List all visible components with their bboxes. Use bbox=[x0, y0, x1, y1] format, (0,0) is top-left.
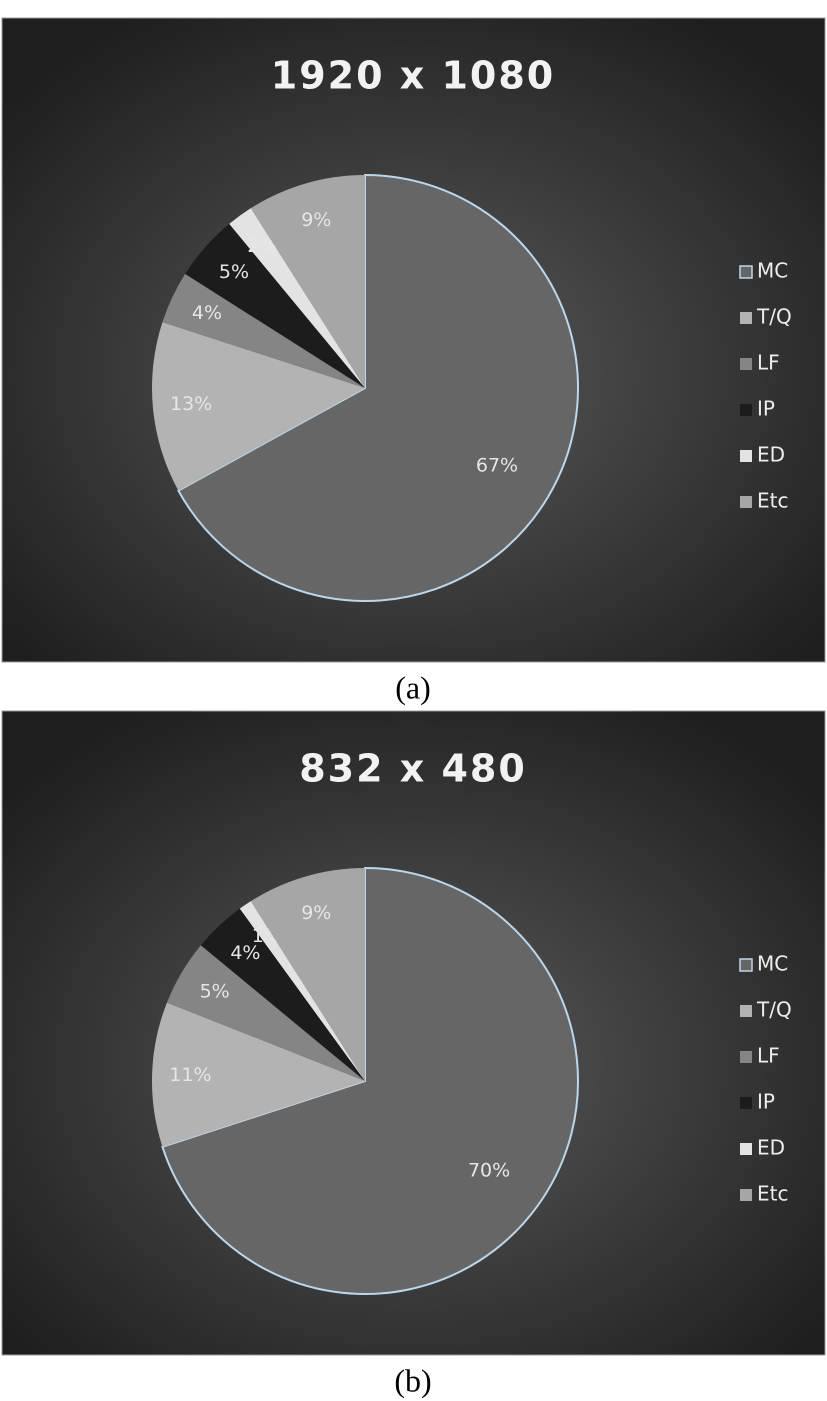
data-label: 67% bbox=[476, 455, 518, 477]
pie-slice bbox=[250, 868, 365, 1081]
legend-swatch bbox=[740, 496, 752, 508]
pie-slice bbox=[151, 1002, 365, 1147]
legend-swatch bbox=[740, 312, 752, 324]
legend-label: IP bbox=[757, 1090, 775, 1114]
data-label: 5% bbox=[200, 981, 230, 1003]
pie-slice bbox=[152, 322, 365, 491]
chart-title: 832 x 480 bbox=[299, 747, 527, 791]
data-label: 9% bbox=[301, 209, 331, 231]
pie-slice bbox=[250, 175, 365, 388]
legend-swatch bbox=[740, 1189, 752, 1201]
legend-swatch bbox=[740, 1143, 752, 1155]
caption: (a) bbox=[395, 669, 431, 705]
pie-slice bbox=[229, 208, 365, 388]
data-label: 70% bbox=[468, 1160, 510, 1182]
caption: (b) bbox=[394, 1362, 431, 1398]
pie-slice bbox=[176, 173, 579, 602]
chart-title: 1920 x 1080 bbox=[271, 54, 556, 98]
legend-swatch bbox=[740, 450, 752, 462]
legend-label: ED bbox=[757, 443, 785, 467]
data-label: 4% bbox=[192, 302, 222, 324]
legend-swatch bbox=[740, 404, 752, 416]
legend-label: T/Q bbox=[756, 305, 792, 329]
pie-slice bbox=[239, 901, 365, 1081]
pie-slice bbox=[185, 223, 365, 388]
pie-slice bbox=[162, 273, 365, 388]
legend-label: Etc bbox=[757, 1182, 788, 1206]
legend-label: MC bbox=[757, 952, 788, 976]
legend-swatch bbox=[739, 265, 753, 279]
data-label: 5% bbox=[219, 261, 249, 283]
data-label: 11% bbox=[169, 1064, 211, 1086]
legend-label: T/Q bbox=[756, 998, 792, 1022]
data-label: 9% bbox=[301, 902, 331, 924]
data-label: 2% bbox=[247, 235, 277, 257]
data-label: 13% bbox=[170, 393, 212, 415]
legend-label: LF bbox=[757, 1044, 780, 1068]
legend-label: Etc bbox=[757, 489, 788, 513]
legend-label: ED bbox=[757, 1136, 785, 1160]
pie-slice bbox=[166, 945, 365, 1081]
data-label: 4% bbox=[230, 942, 260, 964]
pie-slice bbox=[161, 866, 579, 1295]
legend-swatch bbox=[739, 958, 753, 972]
legend-swatch bbox=[740, 1005, 752, 1017]
legend-label: LF bbox=[757, 351, 780, 375]
pie-slice bbox=[200, 908, 365, 1081]
legend-label: MC bbox=[757, 259, 788, 283]
legend-swatch bbox=[740, 1051, 752, 1063]
legend-label: IP bbox=[757, 397, 775, 421]
legend-swatch bbox=[740, 1097, 752, 1109]
legend-swatch bbox=[740, 358, 752, 370]
